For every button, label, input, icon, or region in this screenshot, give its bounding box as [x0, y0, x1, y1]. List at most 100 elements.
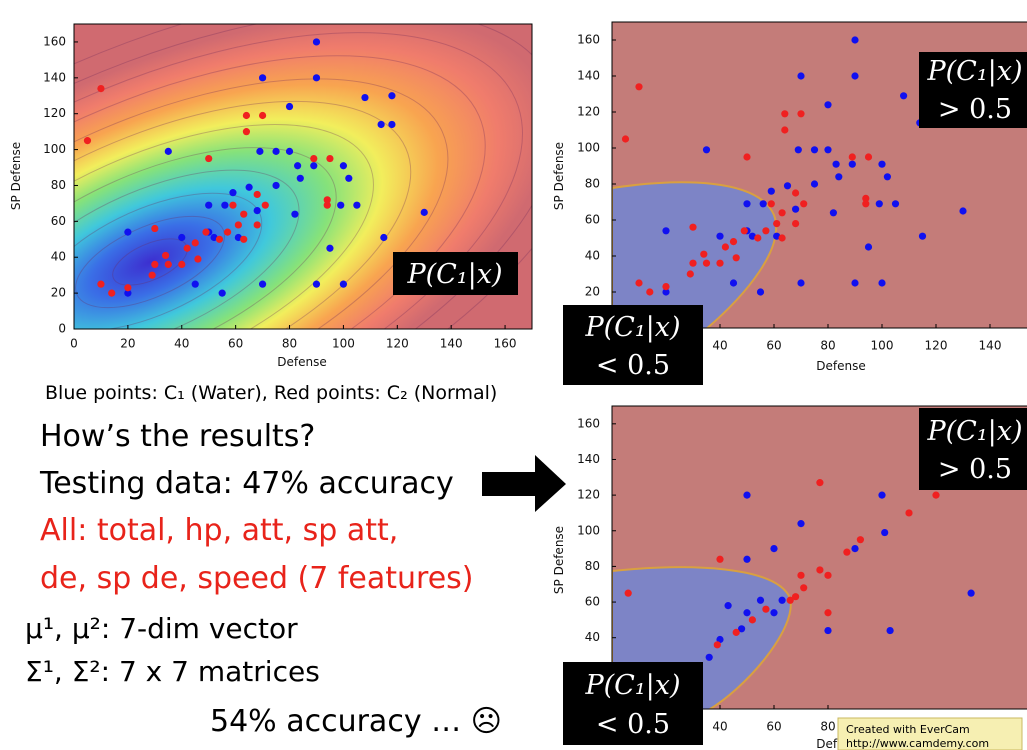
point [420, 208, 428, 216]
point [862, 194, 870, 202]
point [843, 548, 851, 556]
y-tick-label: 40 [585, 630, 600, 644]
plot-frame [611, 405, 1027, 710]
slide-line: Σ¹, Σ²: 7 x 7 matrices [25, 655, 320, 688]
point [713, 641, 721, 649]
point [754, 234, 762, 242]
y-tick-label: 20 [51, 286, 66, 300]
point [272, 147, 280, 155]
point [716, 635, 724, 644]
point [862, 200, 870, 208]
point [767, 187, 775, 195]
points [621, 36, 967, 296]
point [797, 279, 805, 287]
point [770, 609, 778, 617]
point [258, 111, 267, 120]
badge-text: P(C₁|x) [926, 56, 1022, 87]
y-tick-label: 140 [43, 70, 66, 84]
point [800, 584, 808, 592]
point [97, 280, 105, 288]
point [178, 260, 186, 269]
slide-line: de, sp de, speed (7 features) [40, 561, 474, 596]
badge-text: P(C₁|x) [584, 312, 680, 343]
point [253, 221, 261, 229]
point [337, 201, 345, 209]
point [686, 270, 694, 278]
point [700, 250, 708, 258]
point [824, 101, 832, 109]
point [792, 205, 800, 213]
point [388, 120, 396, 129]
badge-text: < 0.5 [596, 350, 670, 381]
point [261, 201, 269, 209]
x-tick-label: 20 [120, 337, 135, 351]
point [253, 206, 261, 215]
y-tick-label: 0 [58, 322, 66, 336]
point [824, 146, 832, 154]
point [240, 235, 248, 243]
slide-line: 54% accuracy … ☹ [210, 704, 502, 739]
point [326, 244, 334, 252]
x-tick-label: 60 [228, 337, 243, 351]
point [689, 259, 697, 267]
point [312, 74, 321, 82]
point [621, 135, 630, 143]
point [124, 284, 132, 292]
point [743, 609, 751, 617]
y-tick-label: 160 [577, 33, 600, 47]
y-tick-label: 120 [577, 105, 600, 119]
point [635, 279, 643, 287]
y-tick-label: 100 [577, 141, 600, 155]
point [792, 220, 800, 228]
point [851, 72, 859, 80]
point [377, 120, 385, 129]
point [875, 200, 883, 208]
point [740, 227, 748, 235]
x-tick-label: 80 [282, 337, 297, 351]
slide-line: μ¹, μ²: 7-dim vector [25, 612, 298, 645]
point [151, 224, 159, 233]
point [835, 173, 843, 181]
point [624, 589, 632, 597]
x-tick-label: 160 [494, 337, 517, 351]
point [905, 509, 913, 517]
point [108, 289, 116, 297]
point [178, 233, 186, 242]
point [883, 173, 892, 181]
point [851, 36, 859, 44]
point [221, 201, 229, 209]
point [312, 38, 321, 46]
point [932, 491, 940, 499]
plot-frame [611, 21, 1027, 329]
point [729, 238, 738, 246]
point [380, 233, 388, 242]
y-tick-label: 100 [577, 523, 600, 537]
point [646, 288, 654, 296]
point [881, 528, 889, 537]
point [743, 153, 751, 161]
point [864, 153, 873, 161]
point [748, 616, 757, 624]
point [256, 147, 264, 155]
point [183, 244, 191, 252]
point [258, 74, 267, 82]
point [253, 190, 261, 199]
y-tick-label: 20 [585, 285, 600, 299]
x-tick-label: 120 [925, 339, 948, 353]
point [223, 228, 232, 236]
caption: Blue points: C₁ (Water), Red points: C₂ … [45, 382, 497, 404]
point [778, 234, 786, 242]
y-tick-label: 140 [577, 452, 600, 466]
point [724, 602, 732, 610]
x-tick-label: 100 [332, 337, 355, 351]
point [967, 589, 975, 597]
point [294, 162, 302, 170]
slide-line: All: total, hp, att, sp att, [40, 513, 398, 548]
point [786, 596, 794, 604]
plot-frame [73, 23, 533, 330]
point [824, 626, 832, 635]
y-tick-label: 60 [51, 214, 66, 228]
point [361, 93, 369, 102]
point [635, 83, 643, 91]
